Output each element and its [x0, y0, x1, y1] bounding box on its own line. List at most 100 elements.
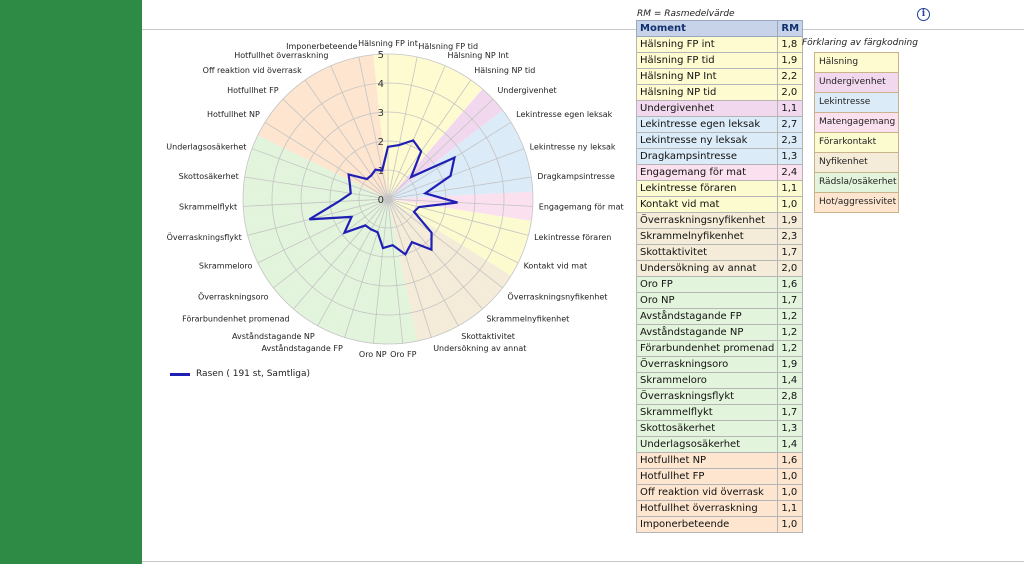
table-row: Oro FP 1,6 [635, 276, 804, 293]
axis-label: Oro FP [390, 350, 416, 359]
spoke [387, 79, 472, 200]
table-row: Skottaktivitet 1,7 [635, 244, 804, 261]
spoke [304, 79, 389, 200]
axis-label: Hotfullhet överraskning [234, 51, 328, 60]
spoke [387, 56, 418, 200]
table-row: Lekintresse ny leksak 2,3 [635, 132, 804, 149]
rm-cell: 2,2 [777, 68, 804, 85]
axis-label: Hotfullhet FP [227, 86, 279, 95]
table-row: Överraskningsnyfikenhet 1,9 [635, 212, 804, 229]
moment-cell: Oro NP [635, 292, 779, 309]
spoke [264, 121, 389, 200]
rm-cell: 1,6 [777, 452, 804, 469]
sector [282, 199, 388, 319]
series-line [308, 139, 458, 256]
moment-cell: Oro FP [635, 276, 779, 293]
table-row: Oro NP 1,7 [635, 292, 804, 309]
spoke [387, 198, 459, 326]
spoke [251, 148, 389, 200]
spoke [243, 198, 389, 207]
sector [252, 199, 388, 276]
table-row: Överraskningsoro 1,9 [635, 356, 804, 373]
key-item: Nyfikenhet [814, 153, 899, 173]
axis-label: Underlagsosäkerhet [166, 143, 246, 152]
table-row: Avståndstagande FP 1,2 [635, 308, 804, 325]
moment-cell: Dragkampsintresse [635, 148, 779, 165]
header-moment: Moment [635, 20, 779, 37]
sector [358, 199, 388, 344]
rm-cell: 2,3 [777, 132, 804, 149]
rm-table: Moment RM Hälsning FP int 1,8 Hälsning FP … [635, 20, 804, 533]
sector [330, 199, 388, 342]
table-row: Engagemang för mat 2,4 [635, 164, 804, 181]
table-row: Imponerbeteende 1,0 [635, 516, 804, 533]
spoke [372, 198, 389, 344]
spoke [257, 198, 389, 264]
green-sidebar [0, 0, 142, 564]
spoke [330, 65, 389, 200]
table-row: Hotfullhet överraskning 1,1 [635, 500, 804, 517]
table-row: Kontakt vid mat 1,0 [635, 196, 804, 213]
key-item: Hot/aggressivitet [814, 193, 899, 213]
table-row: Lekintresse egen leksak 2,7 [635, 116, 804, 133]
sector [388, 199, 524, 276]
rm-cell: 1,7 [777, 404, 804, 421]
rm-cell: 1,0 [777, 196, 804, 213]
rm-note: RM = Rasmedelvärde [637, 9, 735, 19]
sector [388, 60, 459, 199]
rm-cell: 1,9 [777, 52, 804, 69]
sector [264, 199, 388, 299]
sector [388, 110, 519, 199]
moment-cell: Hälsning NP Int [635, 68, 779, 85]
rm-cell: 1,7 [777, 244, 804, 261]
rm-cell: 1,4 [777, 436, 804, 453]
table-row: Hälsning FP int 1,8 [635, 36, 804, 53]
sector [344, 54, 388, 199]
rm-cell: 1,2 [777, 308, 804, 325]
spoke [387, 98, 494, 200]
moment-cell: Lekintresse ny leksak [635, 132, 779, 149]
radar-grid [242, 53, 534, 345]
moment-cell: Underlagsosäkerhet [635, 436, 779, 453]
info-icon[interactable]: i [917, 8, 930, 21]
footer-divider [142, 561, 1024, 562]
sector [317, 60, 388, 199]
table-row: Lekintresse föraren 1,1 [635, 180, 804, 197]
radial-tick-label: 5 [378, 50, 384, 61]
moment-cell: Skrammeloro [635, 372, 779, 389]
spoke [387, 198, 432, 338]
table-row: Hotfullhet NP 1,6 [635, 452, 804, 469]
rm-cell: 2,3 [777, 228, 804, 245]
table-row: Dragkampsintresse 1,3 [635, 148, 804, 165]
sector [388, 191, 533, 221]
rm-cell: 1,2 [777, 324, 804, 341]
axis-label: Förarbundenhet promenad [182, 315, 290, 324]
sector [388, 54, 432, 199]
sector [388, 199, 494, 319]
rm-cell: 1,4 [777, 372, 804, 389]
axis-label: Hälsning NP tid [474, 66, 535, 75]
table-row: Hälsning FP tid 1,9 [635, 52, 804, 69]
moment-cell: Skottosäkerhet [635, 420, 779, 437]
sector [388, 72, 483, 199]
sector [388, 199, 471, 333]
moment-cell: Förarbundenhet promenad [635, 340, 779, 357]
moment-cell: Skrammelnyfikenhet [635, 228, 779, 245]
moment-cell: Imponerbeteende [635, 516, 779, 533]
moment-cell: Hotfullhet FP [635, 468, 779, 485]
spoke [244, 176, 389, 200]
header-rm: RM [777, 20, 804, 37]
color-key: Hälsning Undergivenhet Lekintresse Matengag… [814, 52, 899, 213]
rm-cell: 1,0 [777, 484, 804, 501]
moment-cell: Undergivenhet [635, 100, 779, 117]
key-item: Lekintresse [814, 93, 899, 113]
spoke [387, 198, 519, 264]
radial-tick-label: 4 [378, 79, 384, 90]
table-row: Hälsning NP Int 2,2 [635, 68, 804, 85]
moment-cell: Hotfullhet överraskning [635, 500, 779, 517]
axis-label: Imponerbeteende [286, 42, 358, 51]
axis-label: Oro NP [359, 350, 387, 359]
table-row: Underlagsosäkerhet 1,4 [635, 436, 804, 453]
